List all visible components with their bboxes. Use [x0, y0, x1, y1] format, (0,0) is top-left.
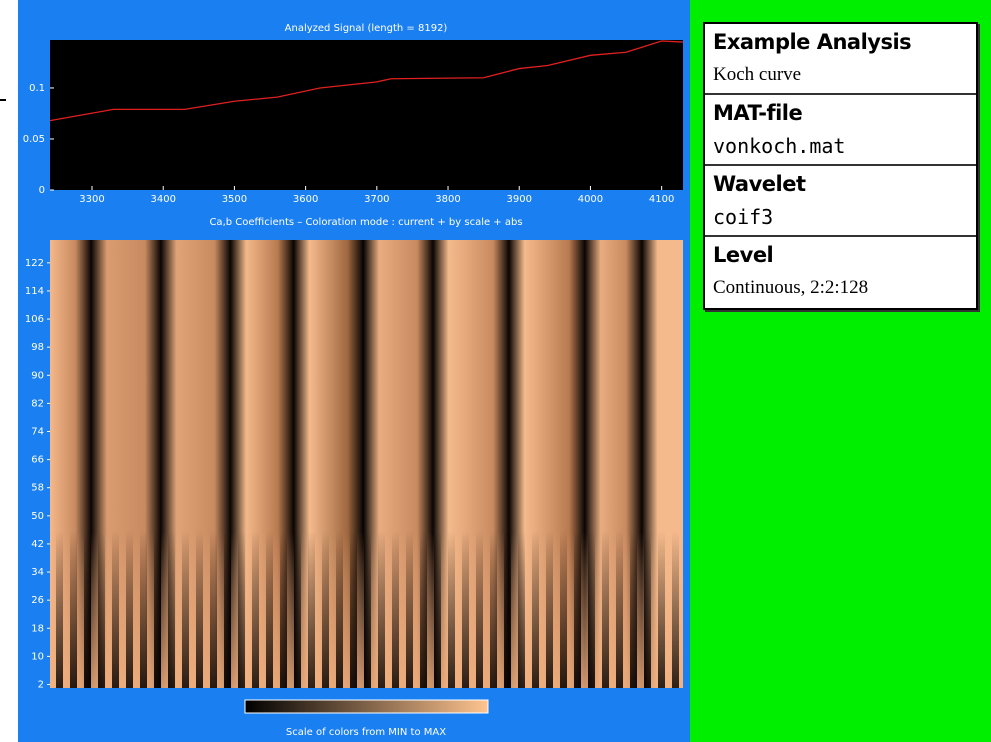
x-tick-label: 3300	[79, 194, 104, 205]
colorbar	[245, 700, 488, 713]
plot-area	[50, 40, 683, 190]
scalogram-texture	[50, 240, 683, 688]
x-tick-label: 3500	[222, 194, 247, 205]
y-tick-label: 2	[38, 679, 44, 690]
section-label: Level	[713, 239, 968, 271]
y-tick-label: 0.05	[23, 134, 45, 145]
screen: Analyzed Signal (length = 8192) Ca,b Coe…	[0, 0, 991, 742]
x-tick-label: 3800	[435, 194, 460, 205]
section-value: Continuous, 2:2:128	[713, 271, 968, 305]
section-value: Koch curve	[713, 58, 968, 92]
x-tick-label: 3600	[293, 194, 318, 205]
y-tick-label: 58	[31, 483, 44, 494]
y-tick-label: 34	[31, 567, 44, 578]
section-value: vonkoch.mat	[713, 129, 968, 163]
x-tick-label: 4100	[649, 194, 674, 205]
y-tick-label: 42	[31, 539, 44, 550]
y-tick-label: 10	[31, 651, 44, 662]
chart-title: Ca,b Coefficients – Coloration mode : cu…	[209, 217, 522, 228]
section-label: Wavelet	[713, 168, 968, 200]
x-tick-label: 3400	[150, 194, 175, 205]
y-tick-label: 90	[31, 370, 44, 381]
y-tick-label: 66	[31, 455, 44, 466]
y-tick-label: 0	[39, 185, 45, 196]
y-tick-label: 50	[31, 511, 44, 522]
y-tick-label: 122	[25, 258, 44, 269]
y-tick-label: 74	[31, 426, 44, 437]
section-label: MAT-file	[713, 97, 968, 129]
x-tick-label: 3700	[364, 194, 389, 205]
x-tick-label: 3900	[507, 194, 532, 205]
scalogram	[50, 240, 683, 688]
colorbar-label: Scale of colors from MIN to MAX	[286, 727, 446, 738]
y-tick-label: 106	[25, 314, 44, 325]
y-tick-label: 82	[31, 398, 44, 409]
chart-title: Analyzed Signal (length = 8192)	[285, 23, 448, 34]
section-value: coif3	[713, 200, 968, 234]
y-tick-label: 18	[31, 623, 44, 634]
y-tick-label: 98	[31, 342, 44, 353]
y-tick-label: 0.1	[29, 83, 45, 94]
section-label: Example Analysis	[713, 26, 968, 58]
y-tick-label: 26	[31, 595, 44, 606]
y-tick-label: 114	[25, 286, 44, 297]
x-tick-label: 4000	[578, 194, 603, 205]
